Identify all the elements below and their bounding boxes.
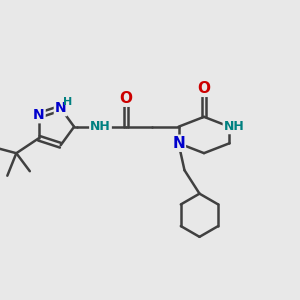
- Text: N: N: [55, 101, 66, 115]
- Text: O: O: [119, 91, 133, 106]
- Text: NH: NH: [224, 120, 244, 133]
- Text: N: N: [172, 136, 185, 151]
- Text: H: H: [63, 97, 72, 106]
- Text: O: O: [197, 81, 211, 96]
- Text: NH: NH: [90, 120, 111, 133]
- Text: N: N: [33, 108, 45, 122]
